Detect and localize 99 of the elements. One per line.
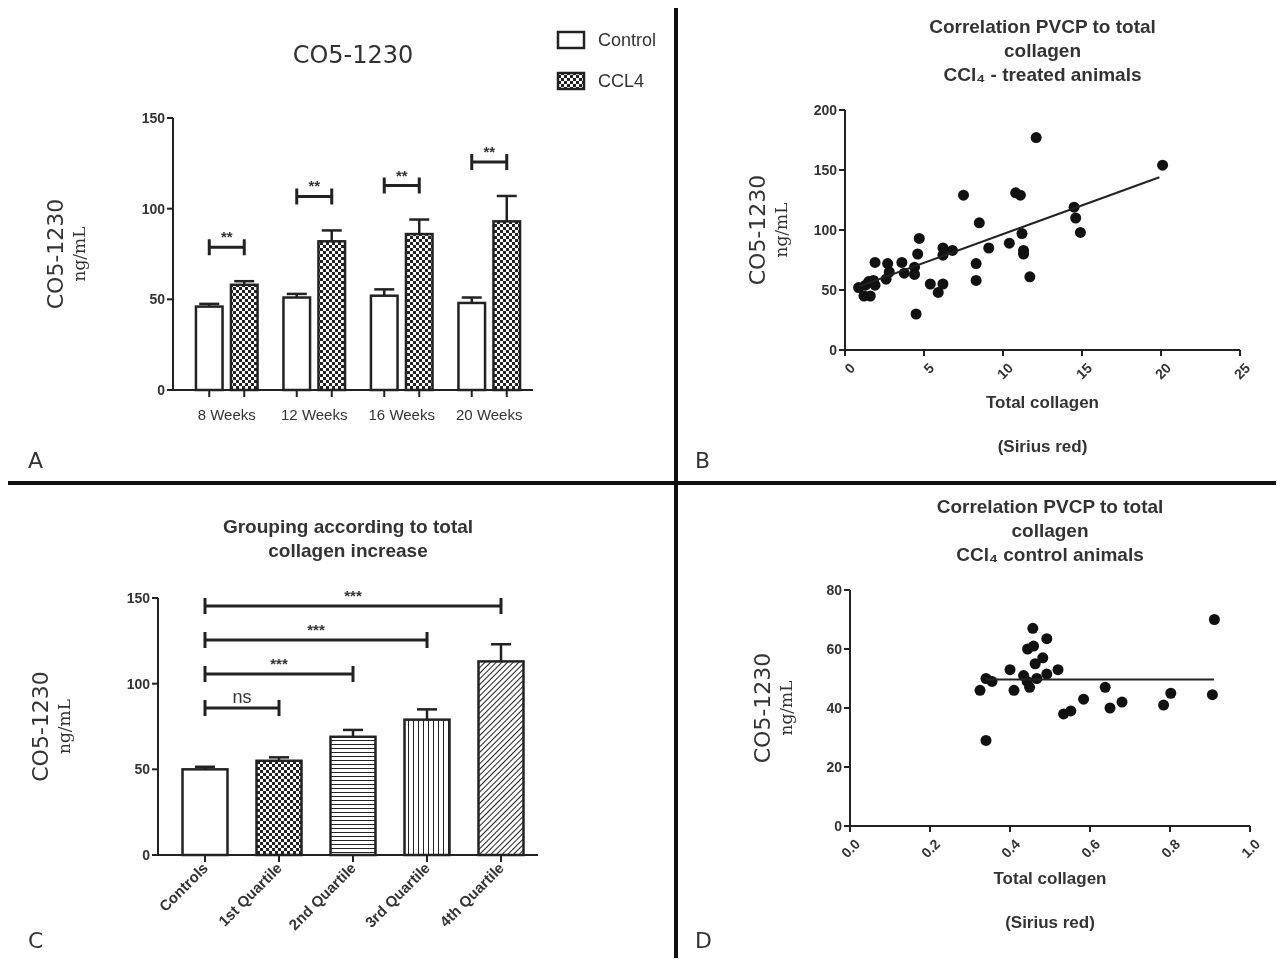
annotation: ***: [307, 621, 325, 638]
x-tick-label: 0.4: [997, 835, 1024, 861]
y-axis-title: CO5-1230 ng/mL: [750, 652, 796, 764]
point: [1024, 271, 1036, 283]
y-tick-label: 200: [813, 101, 838, 118]
point: [1016, 228, 1028, 240]
point: [1037, 652, 1049, 664]
annotation: **: [395, 166, 408, 184]
annotation: **: [483, 142, 496, 160]
annotation: ns: [232, 687, 252, 707]
annotation: ***: [344, 587, 362, 604]
point: [896, 256, 908, 268]
chart-title: Correlation PVCP to total collagen: [936, 496, 1164, 541]
point: [970, 258, 982, 270]
y-axis-title: CO5-1230 ng/mL: [43, 198, 89, 310]
point: [1157, 159, 1169, 171]
y-tick-label: 50: [149, 291, 166, 308]
point: [1208, 614, 1220, 625]
point: [1052, 664, 1064, 676]
point: [937, 278, 949, 290]
x-tick-label: 15: [1072, 359, 1096, 383]
y-tick-label: 60: [826, 640, 843, 657]
x-tick-label: 0: [841, 359, 859, 377]
y-tick-label: 0: [157, 381, 166, 398]
y-tick-label: 150: [141, 109, 166, 126]
y-tick-label: 150: [813, 161, 838, 178]
chart-title: Correlation PVCP to total collagen: [929, 16, 1156, 61]
y-tick-label: 150: [126, 589, 151, 606]
legend-label: CCL4: [598, 71, 645, 92]
point: [1165, 687, 1177, 699]
point: [1003, 237, 1015, 249]
point: [1065, 705, 1077, 717]
point: [1104, 702, 1116, 714]
point: [1041, 633, 1053, 645]
point: [973, 217, 985, 229]
point: [869, 256, 881, 268]
y-tick-label: 100: [813, 221, 838, 238]
y-tick-label: 100: [141, 200, 166, 217]
point: [958, 189, 969, 201]
y-tick-label: 0: [829, 341, 838, 358]
text: Total collagen (Sirius red): [985, 393, 1100, 456]
x-tick-label: 0.2: [917, 835, 944, 861]
point: [932, 286, 944, 298]
point: [912, 248, 924, 260]
point: [1004, 664, 1016, 676]
annotation: **: [308, 177, 321, 195]
text: D: [695, 928, 712, 953]
chart-subtitle: CCl₄ - treated animals: [943, 64, 1142, 85]
point: [924, 278, 936, 290]
point: [913, 232, 925, 244]
text: Total collagen (Sirius red): [993, 869, 1107, 932]
legend-label: Control: [598, 30, 657, 51]
point: [1024, 681, 1036, 693]
x-tick-label: 12 Weeks: [281, 406, 348, 423]
point: [1099, 681, 1111, 693]
x-tick-label: 10: [993, 359, 1017, 383]
x-tick-label: 20: [1151, 359, 1175, 383]
point: [974, 684, 986, 696]
point: [1029, 658, 1041, 670]
x-tick-label: 1.0: [1237, 835, 1264, 861]
point: [983, 242, 995, 254]
point: [1074, 226, 1086, 238]
text: B: [695, 448, 711, 473]
y-tick-label: 20: [826, 758, 843, 775]
point: [1078, 693, 1090, 705]
text: C: [28, 928, 44, 953]
annotation: ***: [270, 655, 288, 672]
x-tick-label: 25: [1230, 359, 1254, 383]
y-tick-label: 0: [834, 817, 843, 834]
x-tick-label: 0.6: [1077, 835, 1104, 861]
point: [1028, 640, 1040, 652]
point: [1008, 684, 1020, 696]
y-tick-label: 80: [826, 581, 843, 598]
x-tick-label: 16 Weeks: [368, 406, 435, 423]
x-tick-label: 5: [920, 359, 938, 377]
y-tick-label: 100: [126, 675, 151, 692]
point: [1116, 696, 1128, 708]
annotation: **: [220, 228, 233, 246]
point: [1027, 622, 1039, 634]
x-tick-label: 0.8: [1157, 835, 1184, 861]
chart-subtitle: CCl₄ control animals: [956, 544, 1144, 565]
y-tick-label: 40: [826, 699, 843, 716]
point: [1030, 132, 1042, 144]
point: [1158, 699, 1170, 711]
x-tick-label: 0.0: [837, 835, 864, 861]
point: [910, 308, 922, 320]
chart-title: CO5-1230: [292, 41, 414, 69]
y-tick-label: 50: [134, 761, 151, 778]
y-tick-label: 50: [821, 281, 838, 298]
text: A: [28, 448, 44, 473]
chart-title: Grouping according to total collagen increase: [222, 516, 474, 561]
y-axis-title: CO5-1230 ng/mL: [28, 671, 74, 782]
point: [1070, 212, 1082, 224]
point: [980, 734, 992, 746]
x-tick-label: 8 Weeks: [197, 406, 256, 423]
point: [1206, 689, 1218, 701]
y-axis-title: CO5-1230 ng/mL: [745, 174, 791, 286]
x-tick-label: 20 Weeks: [456, 406, 523, 423]
point: [970, 274, 982, 286]
